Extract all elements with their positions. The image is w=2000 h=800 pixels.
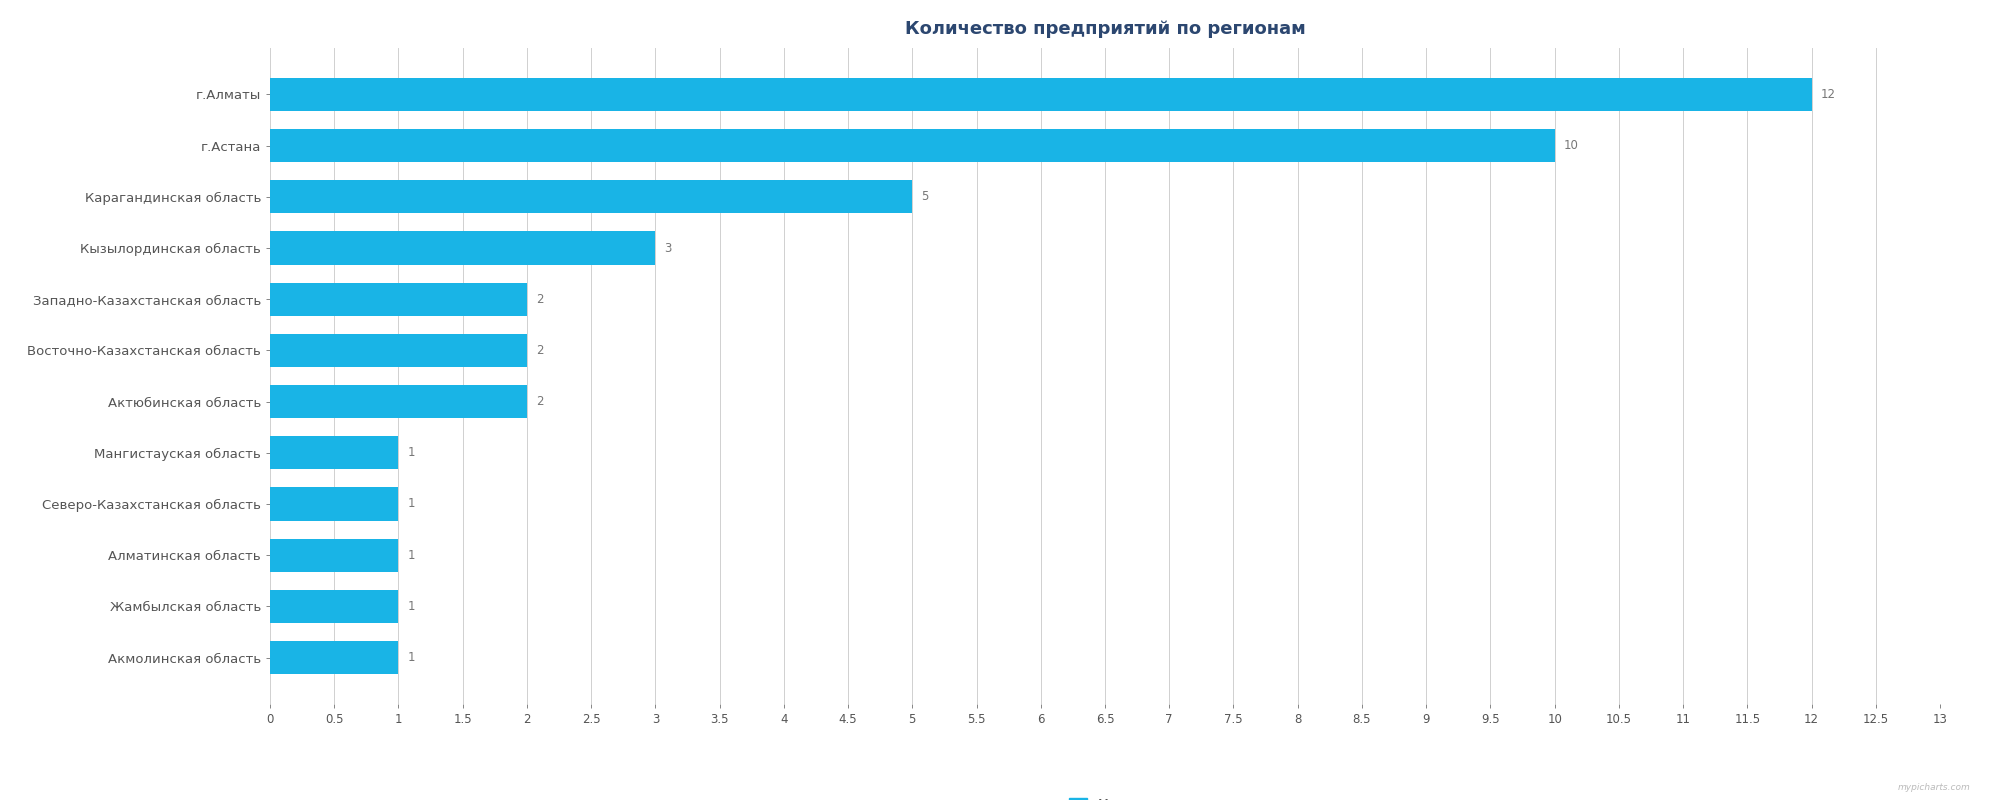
Bar	[270, 436, 398, 470]
Bar	[270, 641, 398, 674]
Bar	[270, 334, 526, 367]
Text: 2: 2	[536, 344, 544, 357]
Bar	[270, 538, 398, 572]
Bar	[270, 487, 398, 521]
Bar	[270, 78, 1812, 111]
Text: 12: 12	[1820, 88, 1836, 101]
Bar	[270, 590, 398, 623]
Text: 2: 2	[536, 395, 544, 408]
Bar	[270, 231, 656, 265]
Text: 1: 1	[408, 651, 414, 664]
Text: 1: 1	[408, 600, 414, 613]
Legend: Малые: Малые	[1064, 793, 1146, 800]
Bar	[270, 129, 1554, 162]
Text: 10: 10	[1564, 139, 1578, 152]
Text: 3: 3	[664, 242, 672, 254]
Text: 1: 1	[408, 498, 414, 510]
Text: 1: 1	[408, 549, 414, 562]
Text: 5: 5	[922, 190, 928, 203]
Bar	[270, 385, 526, 418]
Text: 2: 2	[536, 293, 544, 306]
Title: Количество предприятий по регионам: Количество предприятий по регионам	[904, 20, 1306, 38]
Text: mypicharts.com: mypicharts.com	[1898, 783, 1970, 792]
Bar	[270, 282, 526, 316]
Bar	[270, 180, 912, 214]
Text: 1: 1	[408, 446, 414, 459]
